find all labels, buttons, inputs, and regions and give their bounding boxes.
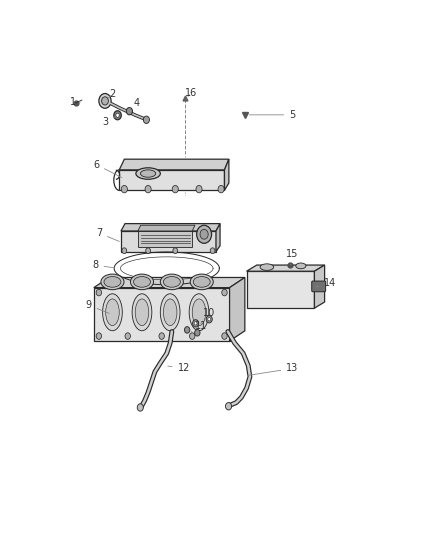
- Circle shape: [184, 327, 190, 333]
- Text: 12: 12: [168, 364, 190, 374]
- Polygon shape: [119, 170, 224, 190]
- Circle shape: [121, 185, 127, 193]
- Circle shape: [208, 318, 211, 321]
- Text: 11: 11: [191, 321, 207, 332]
- Circle shape: [102, 97, 108, 105]
- Ellipse shape: [106, 299, 119, 326]
- Ellipse shape: [131, 274, 154, 289]
- Circle shape: [196, 185, 202, 193]
- Circle shape: [194, 322, 197, 325]
- Circle shape: [99, 93, 111, 108]
- Circle shape: [200, 229, 208, 239]
- Ellipse shape: [160, 294, 180, 330]
- Polygon shape: [230, 278, 245, 341]
- Text: 16: 16: [185, 88, 198, 98]
- Text: 13: 13: [247, 364, 298, 375]
- Circle shape: [116, 113, 119, 117]
- Text: 7: 7: [96, 228, 120, 241]
- Circle shape: [218, 185, 224, 193]
- Polygon shape: [224, 159, 229, 190]
- Text: 10: 10: [201, 308, 215, 324]
- Ellipse shape: [132, 294, 152, 330]
- Ellipse shape: [134, 277, 151, 287]
- Text: 5: 5: [249, 110, 296, 120]
- Text: 3: 3: [102, 117, 116, 127]
- Text: 15: 15: [286, 248, 298, 265]
- Circle shape: [172, 185, 178, 193]
- Text: 14: 14: [316, 278, 336, 288]
- Circle shape: [127, 108, 132, 115]
- Circle shape: [114, 111, 121, 120]
- Text: 1: 1: [71, 97, 80, 107]
- Circle shape: [122, 248, 127, 254]
- Circle shape: [96, 289, 102, 296]
- Circle shape: [222, 333, 227, 340]
- Text: 4: 4: [130, 99, 139, 108]
- Ellipse shape: [141, 170, 156, 177]
- Ellipse shape: [101, 274, 124, 289]
- Ellipse shape: [102, 294, 122, 330]
- Circle shape: [146, 248, 151, 254]
- Circle shape: [210, 248, 215, 254]
- Ellipse shape: [104, 277, 121, 287]
- Ellipse shape: [135, 299, 149, 326]
- Polygon shape: [138, 225, 195, 231]
- Polygon shape: [247, 271, 314, 308]
- Circle shape: [173, 248, 178, 254]
- Circle shape: [145, 185, 151, 193]
- Circle shape: [194, 329, 200, 336]
- Polygon shape: [247, 265, 325, 271]
- Circle shape: [143, 116, 149, 124]
- Polygon shape: [314, 265, 325, 308]
- Circle shape: [206, 316, 212, 323]
- Circle shape: [159, 333, 164, 340]
- Circle shape: [125, 333, 131, 340]
- Text: 6: 6: [93, 159, 122, 177]
- Ellipse shape: [136, 168, 160, 179]
- Circle shape: [193, 320, 199, 327]
- Ellipse shape: [189, 294, 209, 330]
- Polygon shape: [94, 278, 245, 288]
- Polygon shape: [121, 231, 216, 252]
- Text: 9: 9: [86, 300, 109, 313]
- Ellipse shape: [260, 264, 274, 270]
- Circle shape: [222, 289, 227, 296]
- Polygon shape: [119, 159, 229, 170]
- Text: 8: 8: [92, 260, 115, 270]
- Ellipse shape: [163, 277, 180, 287]
- Polygon shape: [216, 224, 220, 252]
- FancyBboxPatch shape: [312, 281, 325, 292]
- Text: 2: 2: [109, 88, 116, 99]
- Polygon shape: [138, 231, 192, 247]
- Polygon shape: [94, 288, 230, 341]
- Ellipse shape: [192, 299, 206, 326]
- Circle shape: [96, 333, 102, 340]
- Ellipse shape: [190, 274, 213, 289]
- Circle shape: [137, 404, 143, 411]
- Circle shape: [190, 333, 195, 340]
- Ellipse shape: [193, 277, 210, 287]
- Ellipse shape: [296, 263, 306, 269]
- Ellipse shape: [160, 274, 184, 289]
- Circle shape: [197, 225, 212, 243]
- Polygon shape: [121, 224, 220, 231]
- Circle shape: [226, 402, 232, 410]
- Ellipse shape: [163, 299, 177, 326]
